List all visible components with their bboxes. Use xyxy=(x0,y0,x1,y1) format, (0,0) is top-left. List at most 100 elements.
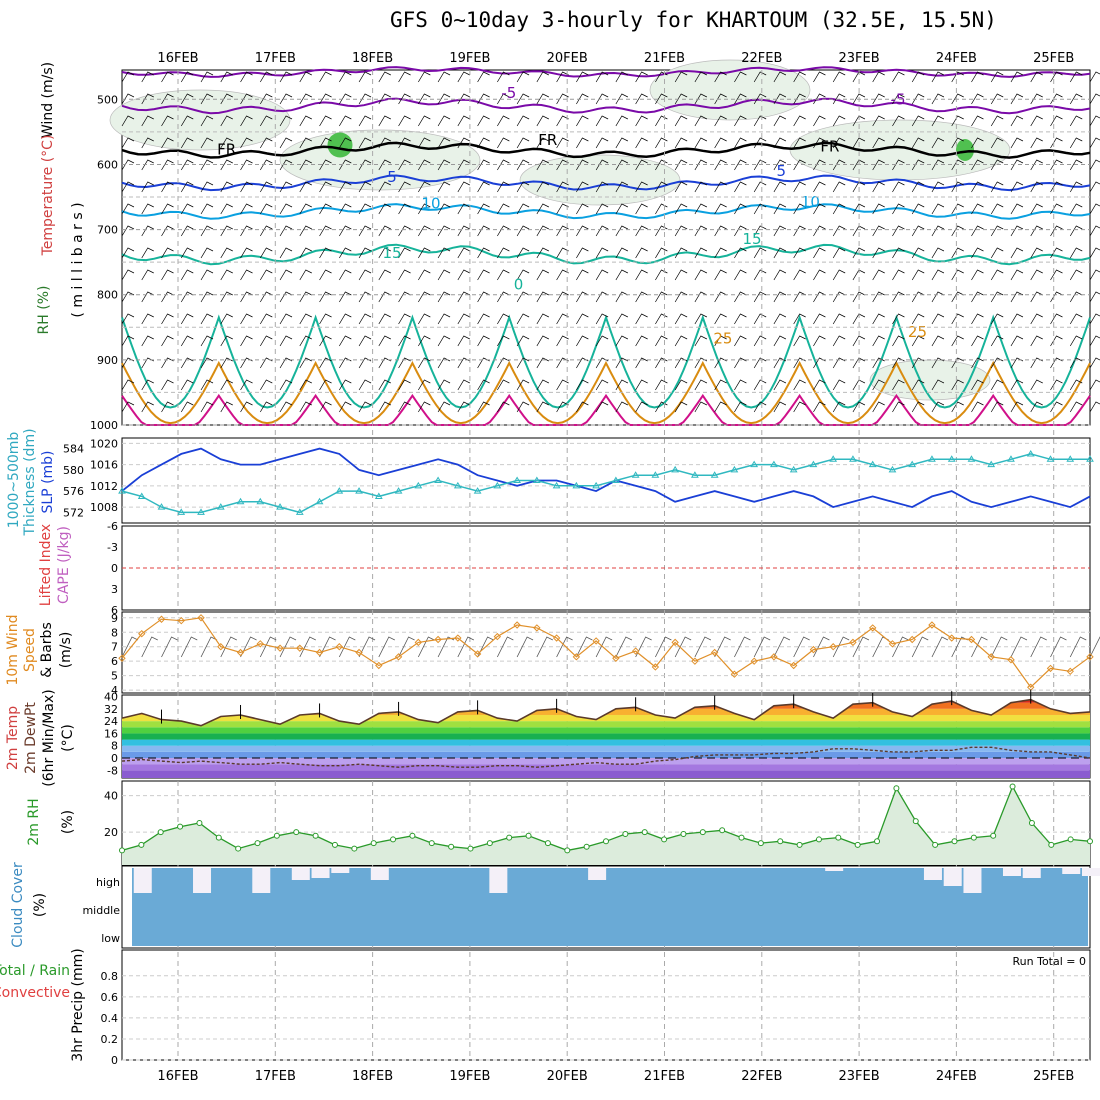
rh-region xyxy=(649,59,811,121)
date-label-top: 24FEB xyxy=(936,51,977,66)
wind-barb xyxy=(319,137,332,149)
rh-point xyxy=(815,836,822,843)
wind-barb xyxy=(437,137,451,149)
wind-barb xyxy=(220,115,233,127)
wind-barb xyxy=(180,313,194,325)
wind-barb xyxy=(576,335,589,347)
rh-point xyxy=(583,843,590,850)
wind-barb xyxy=(180,137,194,149)
wind-barb xyxy=(279,203,293,215)
thickness-point xyxy=(947,455,956,462)
date-label-bottom: 16FEB xyxy=(157,1069,198,1084)
wind-barb xyxy=(358,203,372,215)
wind-barb xyxy=(259,181,273,193)
cloud-high-gap xyxy=(489,868,508,893)
wind-barb xyxy=(931,269,945,281)
rh-point xyxy=(564,847,571,854)
wind-barb xyxy=(259,137,273,149)
wind-barb xyxy=(793,291,806,303)
cloud-high-gap xyxy=(133,868,152,893)
wind-barb-10m xyxy=(338,636,356,658)
wind-barb xyxy=(457,335,470,347)
wind-barb-10m xyxy=(1089,636,1100,658)
wind-barb xyxy=(240,93,253,105)
wind-barb xyxy=(1030,137,1043,149)
wind-barb xyxy=(220,247,233,259)
wind-barb xyxy=(240,313,253,325)
wind-barb xyxy=(240,137,253,149)
wind-barb xyxy=(1030,203,1043,215)
wind-barb xyxy=(990,313,1004,325)
thickness-point xyxy=(1066,455,1075,462)
contour-label: FR xyxy=(217,141,236,159)
wind-barb xyxy=(516,159,530,171)
wind-barb xyxy=(1069,137,1083,149)
wind-barb-10m xyxy=(911,636,929,658)
label-wind10-4: (m/s) xyxy=(58,632,74,669)
wind-barb xyxy=(1010,203,1024,215)
wind-barb xyxy=(773,93,787,105)
wind-barb xyxy=(694,269,708,281)
wind-barb xyxy=(734,181,747,193)
wind-point xyxy=(394,653,403,661)
wind-barb xyxy=(1050,313,1063,325)
wind-barb xyxy=(319,379,332,391)
wind-barb xyxy=(121,225,135,237)
wind-barb xyxy=(1089,203,1100,215)
rh-point xyxy=(119,847,125,854)
thickness-point xyxy=(928,455,936,462)
rh-point xyxy=(835,834,842,841)
wind-barb xyxy=(911,181,925,193)
rh-point xyxy=(390,836,397,843)
wind-barb-10m xyxy=(793,636,810,658)
wind-barb xyxy=(635,247,648,259)
wind-barb xyxy=(773,115,787,127)
wind-barb xyxy=(200,71,214,83)
wind-barb xyxy=(753,225,767,237)
wind-barb xyxy=(279,137,293,149)
wind-barb xyxy=(121,115,135,127)
wind-barb xyxy=(457,401,470,413)
wind-barb xyxy=(378,71,391,83)
wind-barb xyxy=(358,269,372,281)
wind-barb xyxy=(516,225,530,237)
wind-barb xyxy=(872,247,885,259)
wind-barb-10m xyxy=(674,636,692,658)
rh-point xyxy=(138,841,145,848)
li-tick-label: 3 xyxy=(111,583,118,596)
thickness-tick-label: 584 xyxy=(63,443,84,456)
wind-barb xyxy=(595,159,609,171)
wind-barb xyxy=(437,71,451,83)
wind-barb-10m xyxy=(832,636,850,658)
wind-barb xyxy=(714,93,727,105)
wind-barb xyxy=(299,291,312,303)
slp-tick-label: 1012 xyxy=(90,480,118,493)
wind-barb xyxy=(971,269,984,281)
cloud-high-gap xyxy=(291,868,310,880)
wind-barb xyxy=(1069,247,1083,259)
wind-point xyxy=(1007,656,1015,664)
thickness-point xyxy=(493,481,502,489)
wind-barb xyxy=(339,115,352,127)
wind-barb xyxy=(793,269,806,281)
wind-barb xyxy=(734,401,747,413)
wind-barb xyxy=(556,247,569,259)
wind-barb xyxy=(418,313,431,325)
wind-barb xyxy=(418,335,431,347)
wind-barb xyxy=(931,313,945,325)
wind-barb xyxy=(516,71,530,83)
cloud-high-gap xyxy=(923,868,942,880)
wind-point xyxy=(493,632,502,641)
wind-barb xyxy=(457,137,470,149)
wind-barb xyxy=(872,269,885,281)
wind-barb xyxy=(655,159,668,171)
wind-point xyxy=(1046,664,1055,673)
wind-barb xyxy=(161,93,174,105)
rh-point xyxy=(932,841,939,848)
wind-barb xyxy=(576,93,589,105)
rh-point xyxy=(777,838,784,845)
wind-barb-10m xyxy=(259,636,277,658)
date-label-bottom: 21FEB xyxy=(644,1069,685,1084)
wind-point xyxy=(434,635,442,644)
wind-barb xyxy=(339,247,352,259)
